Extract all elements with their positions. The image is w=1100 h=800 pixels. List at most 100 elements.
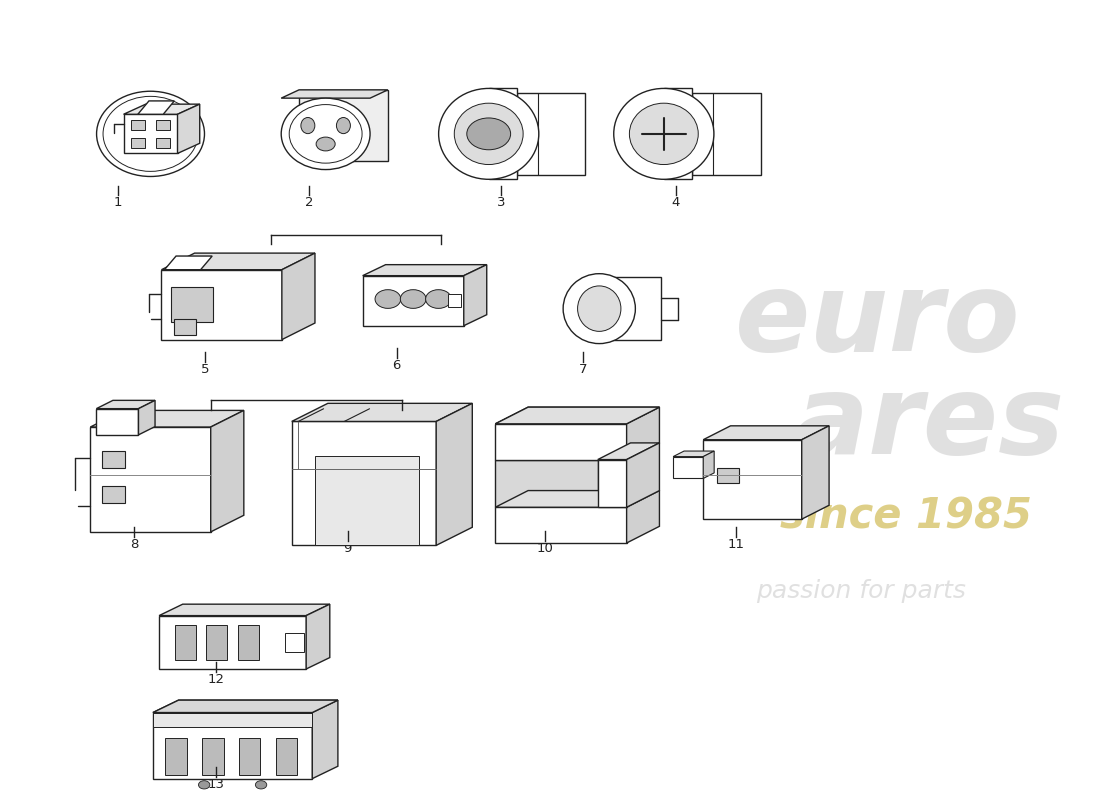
Polygon shape [162, 270, 282, 340]
Polygon shape [282, 90, 388, 98]
Ellipse shape [578, 286, 620, 331]
Polygon shape [139, 400, 155, 435]
Polygon shape [123, 104, 200, 114]
Text: euro: euro [735, 267, 1021, 374]
Polygon shape [165, 256, 212, 270]
Polygon shape [673, 451, 714, 457]
Polygon shape [495, 507, 627, 543]
Bar [174, 318, 197, 335]
Circle shape [375, 290, 400, 308]
Polygon shape [464, 265, 486, 326]
Ellipse shape [439, 89, 539, 179]
Polygon shape [597, 443, 659, 459]
Polygon shape [90, 410, 244, 427]
Polygon shape [363, 276, 464, 326]
Polygon shape [97, 409, 139, 435]
Bar [448, 294, 462, 307]
Bar [131, 119, 145, 130]
Polygon shape [153, 700, 338, 713]
Polygon shape [495, 407, 659, 424]
Polygon shape [316, 456, 419, 546]
Bar [156, 138, 170, 148]
Polygon shape [802, 426, 829, 519]
Bar [276, 738, 297, 774]
Polygon shape [97, 400, 155, 409]
Ellipse shape [614, 89, 714, 179]
Text: 5: 5 [201, 363, 209, 376]
Polygon shape [177, 104, 200, 154]
Circle shape [426, 290, 451, 308]
Circle shape [198, 781, 210, 789]
Ellipse shape [97, 91, 205, 177]
Polygon shape [488, 89, 517, 179]
Polygon shape [600, 277, 660, 341]
Polygon shape [495, 459, 597, 507]
Polygon shape [138, 101, 174, 114]
Text: 9: 9 [343, 542, 352, 555]
Ellipse shape [563, 274, 636, 343]
Circle shape [400, 290, 426, 308]
Polygon shape [160, 616, 306, 669]
Ellipse shape [282, 98, 370, 170]
Polygon shape [627, 443, 659, 507]
Text: 7: 7 [579, 363, 587, 376]
Polygon shape [597, 459, 627, 507]
Polygon shape [299, 90, 388, 162]
Bar [102, 486, 125, 503]
Polygon shape [495, 490, 659, 507]
Text: since 1985: since 1985 [780, 494, 1032, 536]
Text: 10: 10 [536, 542, 553, 555]
Polygon shape [703, 451, 714, 478]
Text: 3: 3 [496, 196, 505, 210]
Circle shape [255, 781, 267, 789]
Text: 8: 8 [130, 538, 139, 551]
Polygon shape [123, 114, 177, 154]
Polygon shape [627, 490, 659, 543]
Bar [165, 738, 187, 774]
Polygon shape [437, 403, 472, 546]
Polygon shape [292, 403, 472, 422]
Bar [238, 625, 258, 660]
Bar [170, 287, 212, 322]
Ellipse shape [454, 103, 524, 165]
Bar [102, 451, 125, 468]
Bar [156, 119, 170, 130]
Circle shape [316, 137, 336, 151]
Bar [239, 738, 261, 774]
Polygon shape [495, 424, 627, 459]
Text: 6: 6 [393, 359, 402, 372]
Polygon shape [703, 426, 829, 440]
Polygon shape [627, 407, 659, 459]
Ellipse shape [337, 118, 351, 134]
Bar [207, 625, 228, 660]
Polygon shape [692, 93, 760, 175]
Polygon shape [663, 89, 692, 179]
Polygon shape [306, 604, 330, 669]
Ellipse shape [301, 118, 315, 134]
Bar [202, 738, 223, 774]
Ellipse shape [103, 96, 198, 171]
Bar [285, 633, 304, 652]
Text: 1: 1 [113, 196, 122, 210]
Text: 2: 2 [305, 196, 314, 210]
Polygon shape [517, 93, 585, 175]
Polygon shape [363, 265, 486, 276]
Polygon shape [703, 440, 802, 519]
Text: 4: 4 [672, 196, 680, 210]
Circle shape [466, 118, 510, 150]
Polygon shape [673, 457, 703, 478]
Ellipse shape [289, 105, 362, 163]
Bar [717, 467, 739, 483]
Polygon shape [495, 407, 659, 424]
Polygon shape [160, 604, 330, 616]
Text: passion for parts: passion for parts [756, 578, 966, 602]
Bar [175, 625, 196, 660]
Text: ares: ares [793, 370, 1065, 478]
Polygon shape [153, 713, 312, 778]
Text: 13: 13 [208, 778, 224, 791]
Text: 11: 11 [727, 538, 745, 551]
Polygon shape [312, 700, 338, 778]
Ellipse shape [629, 103, 698, 165]
Bar [131, 138, 145, 148]
Text: 12: 12 [208, 673, 224, 686]
